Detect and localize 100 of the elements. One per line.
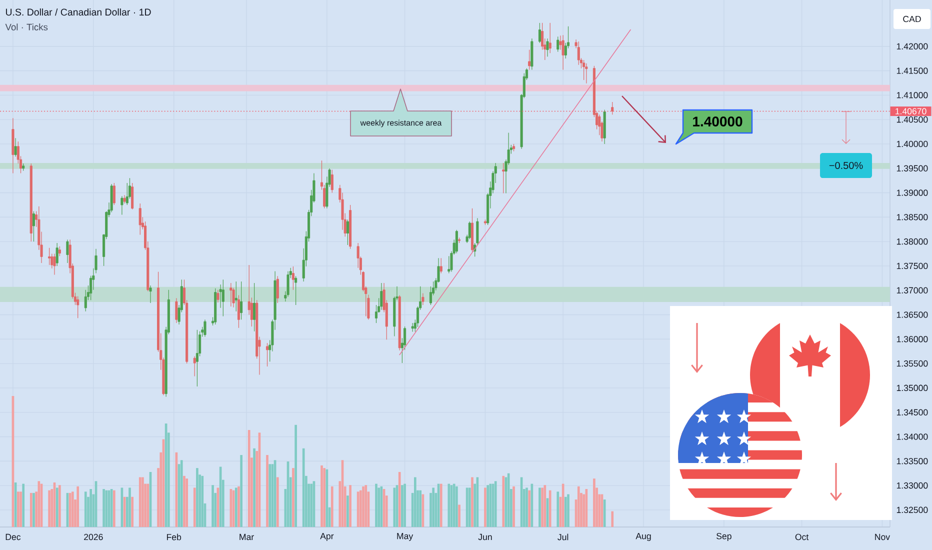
bar	[471, 477, 474, 527]
bar	[131, 496, 134, 527]
bar	[71, 492, 74, 527]
candlestick	[548, 22, 552, 54]
candlestick	[266, 342, 269, 367]
candlestick	[562, 34, 564, 70]
bar	[193, 488, 196, 527]
candlestick	[58, 246, 61, 256]
y-tick-label: 1.36000	[896, 336, 928, 342]
candlestick	[131, 182, 134, 210]
bar	[548, 490, 552, 527]
bar	[448, 484, 450, 527]
candlestick	[411, 322, 414, 332]
y-tick-label: 1.41000	[896, 92, 928, 98]
y-tick-label: 1.41500	[896, 68, 928, 74]
bar	[48, 490, 50, 527]
y-tick-label: 1.38000	[896, 238, 928, 245]
candlestick	[546, 38, 549, 57]
bar	[113, 490, 116, 527]
bar	[362, 486, 364, 527]
bar	[330, 486, 334, 527]
y-tick-label: 1.42000	[896, 43, 928, 50]
candlestick	[582, 60, 586, 80]
y-tick-label: 1.37000	[896, 287, 928, 294]
candlestick	[585, 63, 588, 84]
x-tick-label: Oct	[795, 534, 809, 540]
x-tick-label: Mar	[240, 534, 254, 540]
candlestick	[120, 196, 124, 216]
candlestick	[528, 49, 531, 70]
bar	[567, 494, 570, 527]
candlestick	[32, 210, 36, 242]
bar	[253, 448, 256, 527]
bar	[238, 486, 240, 527]
bar	[142, 477, 144, 527]
candlestick	[175, 298, 178, 324]
bar	[484, 488, 486, 527]
bar	[502, 476, 505, 527]
bar	[564, 496, 567, 527]
y-tick-label: 1.35000	[896, 384, 928, 392]
bar	[248, 430, 250, 527]
candlestick	[53, 253, 56, 276]
bar	[494, 481, 497, 527]
y-tick-label: 1.40000	[896, 140, 928, 148]
bar	[294, 424, 297, 527]
candlestick	[276, 276, 279, 304]
y-axis-title: CAD	[903, 16, 921, 22]
bar	[16, 492, 20, 527]
bar	[58, 485, 61, 527]
bar	[556, 492, 560, 527]
candlestick	[76, 296, 80, 318]
bar	[541, 488, 544, 527]
bar	[364, 485, 368, 527]
bar	[544, 485, 546, 527]
y-tick-label: 1.40500	[896, 116, 928, 123]
x-tick-label: 2026	[84, 534, 103, 540]
candlestick	[222, 279, 224, 316]
candlestick	[611, 102, 614, 115]
candlestick	[455, 230, 458, 254]
candlestick	[380, 282, 383, 310]
bar	[378, 488, 380, 527]
bar	[90, 489, 92, 527]
y-tick-label: 1.37500	[896, 262, 928, 270]
candlestick	[294, 276, 298, 306]
y-tick-label: 1.36500	[896, 312, 928, 318]
bar	[32, 492, 35, 527]
x-tick-label: Apr	[320, 533, 334, 541]
ref-line-label: 1.40670	[896, 108, 926, 114]
bar	[489, 484, 492, 527]
bar	[456, 486, 458, 527]
bar	[276, 477, 279, 527]
x-tick-label: Dec	[6, 534, 21, 540]
y-tick-label: 1.39500	[896, 165, 928, 172]
y-tick-label: 1.38500	[896, 214, 928, 220]
candlestick	[330, 170, 334, 194]
y-tick-label: 1.33000	[896, 482, 928, 489]
x-tick-label: Jun	[478, 534, 492, 540]
bar	[611, 511, 614, 527]
bar	[196, 468, 198, 527]
x-tick-label: Aug	[636, 533, 651, 541]
bar	[302, 448, 305, 527]
candlestick	[230, 282, 232, 307]
bar	[183, 476, 186, 527]
candlestick	[502, 162, 505, 194]
candlestick	[216, 290, 220, 303]
bar	[138, 477, 142, 527]
bar	[432, 488, 434, 527]
bar	[440, 484, 442, 527]
candlestick	[292, 266, 294, 290]
candlestick	[440, 258, 442, 274]
candlestick	[112, 182, 116, 206]
y-tick-label: 1.33500	[896, 458, 928, 464]
bar	[468, 488, 471, 527]
bar	[234, 488, 238, 527]
bar	[212, 485, 214, 527]
bar	[310, 484, 313, 527]
bar	[486, 485, 489, 527]
annotation: 1.40000	[693, 116, 742, 126]
candlestick	[204, 319, 206, 337]
bar	[398, 472, 401, 527]
bar	[577, 486, 580, 527]
